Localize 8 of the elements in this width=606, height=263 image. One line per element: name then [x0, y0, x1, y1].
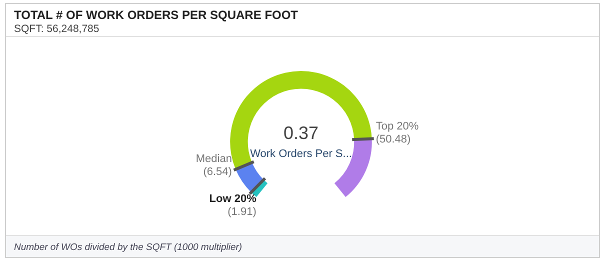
text: 0.37: [283, 122, 319, 143]
text: Median (6.54): [196, 152, 232, 178]
text: SQFT: 56,248,785: [14, 22, 100, 36]
text: Number of WOs divided by the SQFT (1000 multiplier): [6, 235, 599, 257]
chart-title: TOTAL # OF WORK ORDERS PER SQUARE FOOT: [14, 8, 300, 22]
text: Top 20% (50.48): [376, 120, 419, 146]
text: Low 20% (1.91): [209, 193, 257, 218]
text: Work Orders Per S...: [250, 148, 352, 160]
